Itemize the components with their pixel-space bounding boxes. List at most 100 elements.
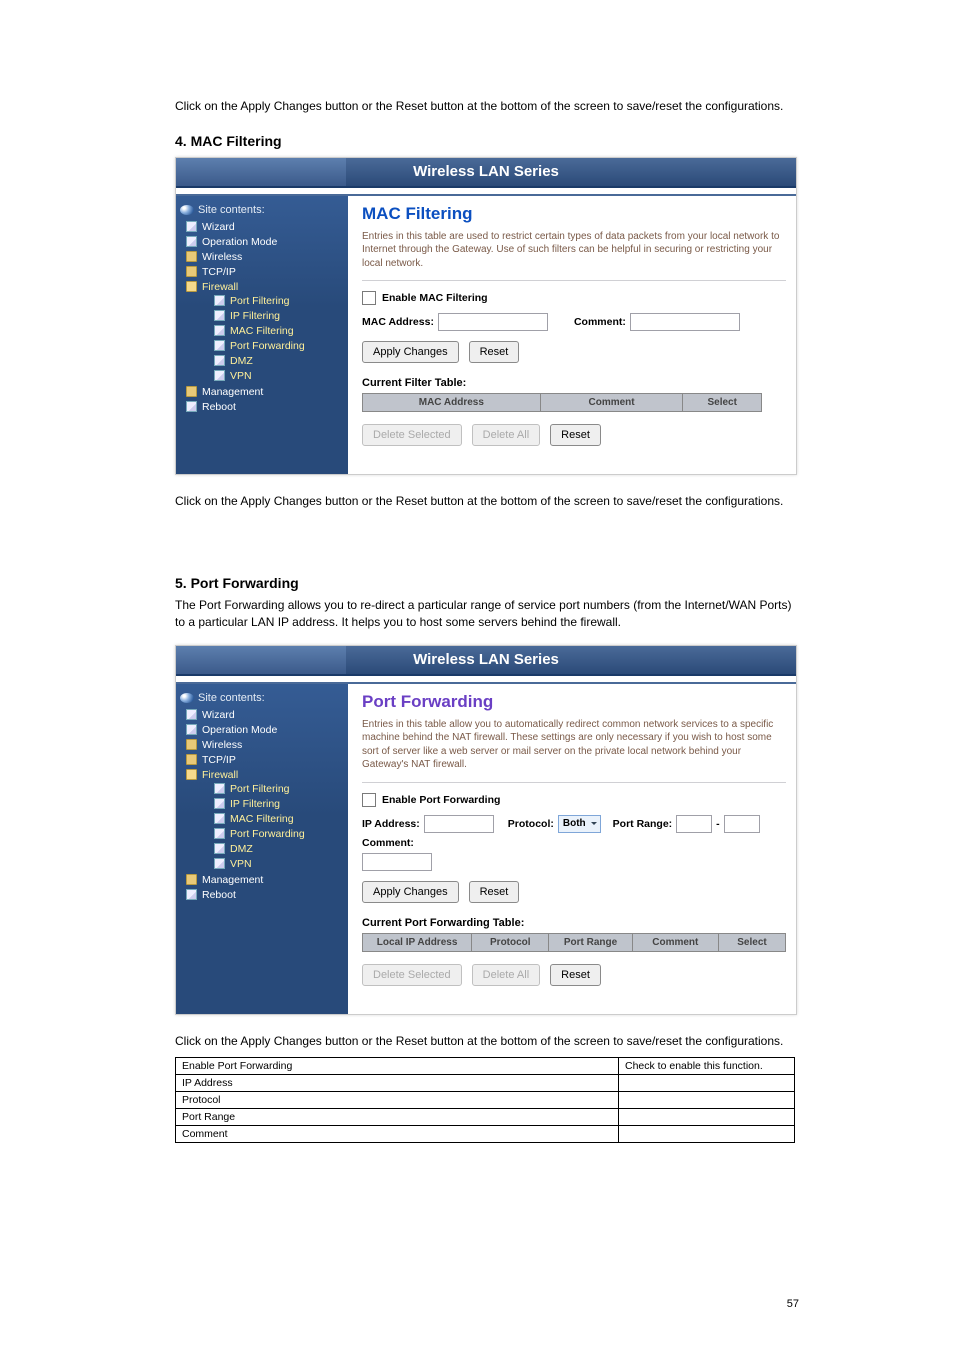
nav-tree-2: Wizard Operation Mode Wireless TCP/IP Fi… [176,708,348,903]
sidebar-item-wireless[interactable]: Wireless [184,738,348,753]
pf-table: Local IP Address Protocol Port Range Com… [362,933,786,952]
table-row: IP Address [176,1075,795,1092]
sidebar-item-firewall[interactable]: Firewall Port Filtering IP Filtering MAC… [184,280,348,385]
sidebar-item-tcpip[interactable]: TCP/IP [184,265,348,280]
sidebar-item-label: MAC Filtering [230,813,294,825]
sidebar-item-port-filtering[interactable]: Port Filtering [212,294,348,309]
sidebar-item-management[interactable]: Management [184,873,348,888]
sidebar-item-tcpip[interactable]: TCP/IP [184,753,348,768]
sidebar-item-label: Firewall [202,769,238,781]
sidebar-item-label: IP Filtering [230,310,280,322]
sidebar-item-ip-filtering[interactable]: IP Filtering [212,797,348,812]
sidebar-item-reboot[interactable]: Reboot [184,888,348,903]
sidebar-item-dmz[interactable]: DMZ [212,842,348,857]
sidebar-item-firewall[interactable]: Firewall Port Filtering IP Filtering MAC… [184,768,348,873]
sidebar-item-wireless[interactable]: Wireless [184,250,348,265]
delete-all-button-pf[interactable]: Delete All [472,964,540,986]
ip-address-label: IP Address: [362,818,420,830]
sidebar-item-opmode[interactable]: Operation Mode [184,723,348,738]
sidebar-item-label: Wireless [202,739,242,751]
divider [362,280,786,281]
protocol-label: Protocol: [508,818,554,830]
sidebar-item-label: IP Filtering [230,798,280,810]
comment-input-mac[interactable] [630,313,740,331]
param-desc [619,1109,795,1126]
mac-filtering-screenshot: Wireless LAN Series Site contents: Wizar… [175,157,797,476]
sidebar-item-management[interactable]: Management [184,385,348,400]
sidebar-item-label: Port Forwarding [230,828,305,840]
intro-text-1: Click on the Apply Changes button or the… [175,98,795,115]
protocol-select[interactable]: Both [558,815,601,833]
apply-changes-button[interactable]: Apply Changes [362,341,459,363]
sidebar-item-mac-filtering[interactable]: MAC Filtering [212,812,348,827]
separator-2 [176,676,796,684]
sidebar-item-vpn[interactable]: VPN [212,369,348,384]
param-desc [619,1092,795,1109]
port-range-dash: - [716,818,720,830]
sidebar-item-reboot[interactable]: Reboot [184,400,348,415]
ip-address-input[interactable] [424,815,494,833]
delete-selected-button[interactable]: Delete Selected [362,424,462,446]
sidebar-item-label: Wizard [202,709,235,721]
mac-address-label: MAC Address: [362,316,434,328]
reset-button-pf-2[interactable]: Reset [550,964,601,986]
mac-address-input[interactable] [438,313,548,331]
sidebar-title-2: Site contents: [176,690,348,708]
sidebar-title-1: Site contents: [176,202,348,220]
comment-input-pf[interactable] [362,853,432,871]
sidebar-item-port-forwarding[interactable]: Port Forwarding [212,339,348,354]
reset-button-pf[interactable]: Reset [469,881,520,903]
sidebar-item-vpn[interactable]: VPN [212,857,348,872]
sidebar-item-dmz[interactable]: DMZ [212,354,348,369]
delete-all-button[interactable]: Delete All [472,424,540,446]
sidebar-item-label: DMZ [230,355,253,367]
col-comment: Comment [540,394,683,412]
sidebar-item-label: Management [202,386,263,398]
enable-pf-checkbox[interactable] [362,793,376,807]
param-name: Protocol [176,1092,619,1109]
col-local-ip: Local IP Address [363,933,472,951]
sidebar-item-port-forwarding[interactable]: Port Forwarding [212,827,348,842]
port-range-from-input[interactable] [676,815,712,833]
sidebar-item-opmode[interactable]: Operation Mode [184,235,348,250]
sidebar-item-wizard[interactable]: Wizard [184,220,348,235]
port-range-label: Port Range: [613,818,673,830]
page-title-pf: Port Forwarding [362,692,786,712]
separator [176,188,796,196]
enable-pf-label: Enable Port Forwarding [382,794,500,806]
sidebar-item-label: Port Forwarding [230,340,305,352]
outro-text-pf: Click on the Apply Changes button or the… [175,1033,795,1050]
sidebar-item-label: TCP/IP [202,266,236,278]
sidebar-item-ip-filtering[interactable]: IP Filtering [212,309,348,324]
divider-2 [362,782,786,783]
banner-1: Wireless LAN Series [176,158,796,188]
section-heading-pf: 5. Port Forwarding [175,575,795,591]
reset-button[interactable]: Reset [469,341,520,363]
outro-text-mac: Click on the Apply Changes button or the… [175,493,795,510]
sidebar-item-port-filtering[interactable]: Port Filtering [212,782,348,797]
pf-fields-row: IP Address: Protocol: Both Port Range: -… [362,815,786,849]
sidebar-item-label: Reboot [202,889,236,901]
sidebar-item-label: Management [202,874,263,886]
sidebar-item-mac-filtering[interactable]: MAC Filtering [212,324,348,339]
port-range-to-input[interactable] [724,815,760,833]
col-select-pf: Select [718,933,785,951]
enable-mac-label: Enable MAC Filtering [382,292,488,304]
table-title-pf: Current Port Forwarding Table: [362,917,786,929]
param-name: Comment [176,1126,619,1143]
sidebar-item-label: Operation Mode [202,236,277,248]
table-row: Enable Port Forwarding Check to enable t… [176,1058,795,1075]
reset-button-2[interactable]: Reset [550,424,601,446]
sidebar-item-label: Wireless [202,251,242,263]
param-desc [619,1126,795,1143]
banner-2: Wireless LAN Series [176,646,796,676]
nav-tree-1: Wizard Operation Mode Wireless TCP/IP Fi… [176,220,348,415]
col-protocol: Protocol [472,933,549,951]
param-name: IP Address [176,1075,619,1092]
sidebar-item-wizard[interactable]: Wizard [184,708,348,723]
enable-mac-checkbox[interactable] [362,291,376,305]
apply-changes-button-pf[interactable]: Apply Changes [362,881,459,903]
param-name: Enable Port Forwarding [176,1058,619,1075]
page-desc-pf: Entries in this table allow you to autom… [362,718,786,772]
delete-selected-button-pf[interactable]: Delete Selected [362,964,462,986]
